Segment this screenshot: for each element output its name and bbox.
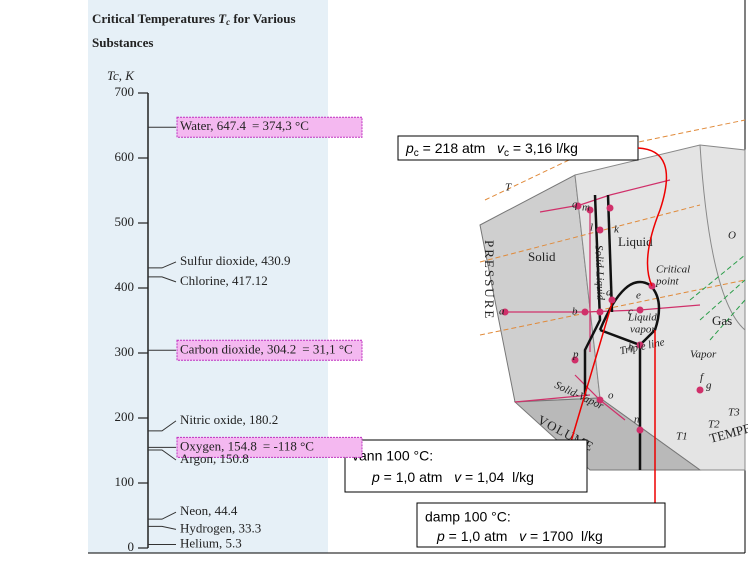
value-label: Sulfur dioxide, 430.9	[180, 253, 291, 268]
y-tick-label: 400	[115, 279, 135, 294]
diagram-label: Liquid	[618, 234, 653, 249]
diagram-label: vapor	[630, 324, 656, 336]
diagram-label: point	[655, 276, 680, 288]
y-tick-label: 500	[115, 214, 135, 229]
y-tick-label: 600	[115, 149, 135, 164]
annotation: = 31,1 °C	[302, 341, 352, 356]
diagram-label: e	[636, 290, 641, 302]
y-tick-label: 300	[115, 344, 135, 359]
chart-title: Substances	[92, 35, 153, 50]
y-tick-label: 100	[115, 474, 135, 489]
diagram-label: T	[505, 182, 512, 194]
value-label: Chlorine, 417.12	[180, 273, 268, 288]
chart-title: Critical Temperatures Tc for Various	[92, 11, 296, 27]
diagram-label: m	[582, 202, 590, 214]
y-tick-label: 200	[115, 409, 135, 424]
slide: Critical Temperatures Tc for Various Sub…	[0, 0, 748, 562]
diagram-label: T2	[708, 419, 720, 431]
diagram-label: a	[499, 306, 505, 318]
diagram-label: Gas	[712, 313, 732, 328]
callout-text: vann 100 °C:	[352, 448, 433, 464]
diagram-label: Critical	[656, 264, 690, 276]
y-tick-label: 0	[128, 539, 135, 554]
callout-text: p = 1,0 atm v = 1,04 l/kg	[371, 469, 534, 485]
diagram-label: Solid-Liquid	[592, 245, 606, 301]
diagram-label: d	[606, 287, 612, 299]
annotation: = 374,3 °C	[252, 118, 309, 133]
diagram-label: l	[590, 222, 593, 234]
diagram-label: T3	[728, 407, 740, 419]
value-label: Neon, 44.4	[180, 503, 238, 518]
diagram-label: PRESSURE	[482, 240, 497, 320]
value-label: Water, 647.4	[180, 118, 246, 133]
value-label: Helium, 5.3	[180, 536, 242, 551]
diagram-label: c	[628, 306, 633, 318]
diagram-label: h	[628, 342, 634, 354]
diagram-label: Solid	[528, 249, 556, 264]
diagram-label: g	[706, 380, 712, 392]
diagram-label: b	[572, 306, 578, 318]
diagram-label: p	[572, 349, 579, 361]
value-label: Hydrogen, 33.3	[180, 520, 261, 535]
diagram-label: Vapor	[690, 349, 717, 361]
callout-text: p = 1,0 atm v = 1700 l/kg	[436, 528, 603, 544]
diagram-label: q	[572, 199, 578, 211]
diagram-label: T1	[676, 431, 688, 443]
y-axis-label: Tc, K	[107, 68, 135, 83]
annotation: = -118 °C	[263, 438, 314, 453]
value-label: Carbon dioxide, 304.2	[180, 341, 296, 356]
value-label: Nitric oxide, 180.2	[180, 412, 278, 427]
diagram-label: n	[634, 414, 640, 426]
diagram-label: o	[608, 390, 614, 402]
y-tick-label: 700	[115, 84, 135, 99]
value-label: Argon, 150.8	[180, 451, 249, 466]
callout-text: damp 100 °C:	[425, 509, 511, 525]
diagram-label: O	[728, 230, 736, 242]
